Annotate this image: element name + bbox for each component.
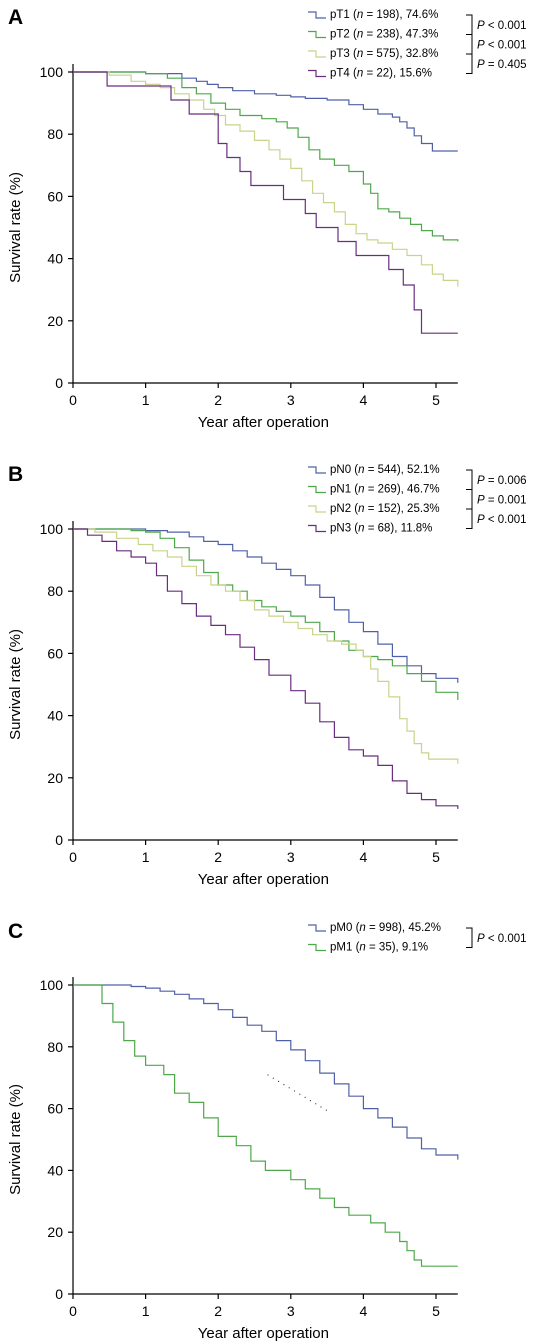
- y-tick-label: 80: [47, 1039, 63, 1055]
- dotted-marks: [267, 1074, 327, 1111]
- legend-swatch: [308, 11, 326, 19]
- legend-swatch: [308, 466, 326, 474]
- pvalue-bracket: [466, 53, 473, 74]
- pvalue-bracket: [466, 14, 473, 35]
- curve-pt3: [73, 71, 459, 287]
- legend-entry-pt1: pT1 (n = 198), 74.6%: [330, 9, 438, 21]
- y-tick-label: 60: [47, 188, 63, 204]
- panel-letter: C: [8, 920, 23, 943]
- x-tick-label: 5: [432, 1303, 440, 1319]
- legend-entry-pm0: pM0 (n = 998), 45.2%: [330, 922, 441, 934]
- x-tick-label: 3: [287, 392, 295, 408]
- pvalue-bracket: [466, 469, 473, 490]
- pvalue-label: P < 0.001: [477, 20, 527, 32]
- y-tick-label: 40: [47, 708, 63, 724]
- curve-pt4: [73, 71, 458, 334]
- legend-swatch: [308, 924, 326, 932]
- panel-letter: A: [8, 6, 23, 29]
- legend-entry-pm1: pM1 (n = 35), 9.1%: [330, 942, 428, 954]
- legend-swatch: [308, 485, 326, 494]
- x-tick-label: 4: [360, 849, 368, 865]
- x-tick-label: 3: [287, 1303, 295, 1319]
- legend-entry-pn3: pN3 (n = 68), 11.8%: [330, 523, 432, 535]
- x-tick-label: 1: [142, 1303, 150, 1319]
- curve-pn2: [73, 528, 459, 764]
- pvalue-label: P < 0.001: [477, 514, 527, 526]
- chart-panel-c: C 0 20 40 60 80 100 0 1 2 3 4 5 Year after operation S…: [7, 920, 527, 1342]
- y-tick-label: 40: [47, 251, 63, 267]
- x-tick-label: 4: [360, 392, 368, 408]
- y-tick-label: 80: [47, 126, 63, 142]
- y-tick-label: 100: [40, 64, 64, 80]
- x-tick-label: 2: [214, 1303, 222, 1319]
- curve-pn3: [73, 528, 459, 809]
- x-axis-title: Year after operation: [198, 414, 329, 431]
- x-tick-label: 3: [287, 849, 295, 865]
- legend-entry-pt4: pT4 (n = 22), 15.6%: [330, 68, 432, 80]
- x-tick-label: 0: [69, 1303, 77, 1319]
- x-tick-label: 5: [432, 849, 440, 865]
- curve-pm1: [73, 984, 458, 1267]
- pvalue-label: P = 0.006: [477, 475, 527, 487]
- y-tick-label: 100: [40, 521, 64, 537]
- legend-entry-pn0: pN0 (n = 544), 52.1%: [330, 464, 440, 476]
- y-tick-label: 20: [47, 770, 63, 786]
- x-tick-label: 5: [432, 392, 440, 408]
- legend-swatch: [308, 505, 326, 513]
- pvalue-bracket: [466, 927, 473, 948]
- curve-pn1: [73, 528, 459, 700]
- x-tick-label: 0: [69, 392, 77, 408]
- y-axis-title: Survival rate (%): [7, 629, 24, 740]
- x-tick-label: 1: [142, 849, 150, 865]
- chart-panel-b: B 0 20 40 60 80 100 0 1 2 3 4 5 Year after operation S…: [7, 463, 527, 888]
- pvalue-label: P = 0.405: [477, 59, 527, 71]
- pvalue-bracket: [466, 34, 473, 55]
- chart-panel-a: A 0 20 40 60 80 100 0 1 2 3 4 5 Year after operation S…: [7, 6, 527, 431]
- legend-entry-pt3: pT3 (n = 575), 32.8%: [330, 48, 438, 60]
- y-tick-label: 0: [55, 832, 63, 848]
- legend-entry-pn1: pN1 (n = 269), 46.7%: [330, 484, 440, 496]
- legend-swatch: [308, 69, 326, 78]
- y-tick-label: 60: [47, 645, 63, 661]
- y-axis-title: Survival rate (%): [7, 172, 24, 283]
- x-axis-title: Year after operation: [198, 871, 329, 888]
- legend-swatch: [308, 50, 326, 58]
- x-tick-label: 4: [360, 1303, 368, 1319]
- curve-pm0: [73, 984, 459, 1160]
- x-axis-title: Year after operation: [198, 1325, 329, 1342]
- y-tick-label: 80: [47, 583, 63, 599]
- y-tick-label: 20: [47, 1224, 63, 1240]
- legend-swatch: [308, 943, 326, 952]
- x-tick-label: 0: [69, 849, 77, 865]
- pvalue-label: P < 0.001: [477, 39, 527, 51]
- y-tick-label: 40: [47, 1162, 63, 1178]
- curve-pt2: [73, 71, 459, 242]
- pvalue-bracket: [466, 489, 473, 510]
- legend-entry-pt2: pT2 (n = 238), 47.3%: [330, 29, 438, 41]
- curve-pt1: [73, 71, 458, 152]
- pvalue-label: P = 0.001: [477, 494, 527, 506]
- y-tick-label: 0: [55, 1286, 63, 1302]
- panel-letter: B: [8, 463, 23, 486]
- y-tick-label: 0: [55, 375, 63, 391]
- legend-entry-pn2: pN2 (n = 152), 25.3%: [330, 503, 440, 515]
- curve-pn0: [73, 528, 459, 683]
- y-tick-label: 20: [47, 313, 63, 329]
- legend-swatch: [308, 524, 326, 533]
- y-tick-label: 60: [47, 1101, 63, 1117]
- y-axis-title: Survival rate (%): [7, 1084, 24, 1195]
- x-tick-label: 1: [142, 392, 150, 408]
- x-tick-label: 2: [214, 392, 222, 408]
- pvalue-label: P < 0.001: [477, 933, 527, 945]
- legend-swatch: [308, 30, 326, 39]
- y-tick-label: 100: [40, 977, 64, 993]
- pvalue-bracket: [466, 508, 473, 529]
- x-tick-label: 2: [214, 849, 222, 865]
